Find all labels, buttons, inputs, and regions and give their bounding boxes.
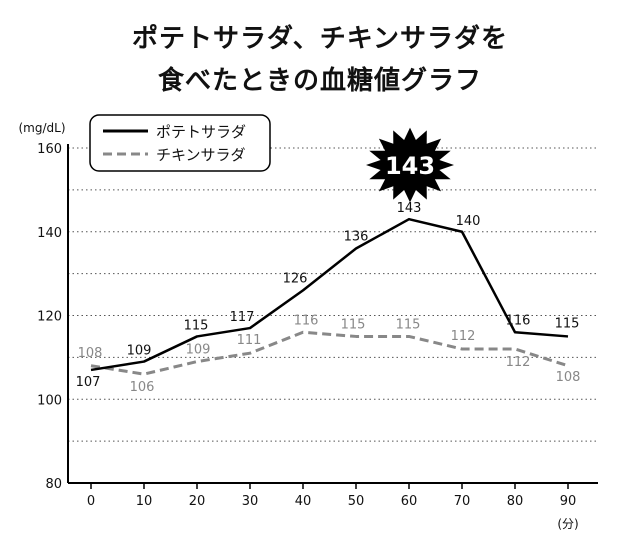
x-tick-label: 20 bbox=[189, 494, 206, 509]
x-tick-label: 30 bbox=[242, 494, 259, 509]
data-label-chicken: 108 bbox=[556, 370, 581, 385]
data-label-chicken: 108 bbox=[78, 346, 103, 361]
data-label-potato: 117 bbox=[230, 310, 255, 325]
x-unit-label: (分) bbox=[557, 517, 578, 531]
chart-title-line-1: ポテトサラダ、チキンサラダを bbox=[132, 24, 508, 54]
legend-label-chicken: チキンサラダ bbox=[156, 146, 246, 164]
peak-badge: 143 bbox=[366, 127, 454, 203]
y-tick-label: 80 bbox=[45, 477, 62, 492]
y-tick-label: 160 bbox=[37, 142, 62, 157]
data-label-chicken: 109 bbox=[186, 343, 211, 358]
data-label-potato: 126 bbox=[283, 271, 308, 286]
data-label-chicken: 112 bbox=[506, 355, 531, 370]
y-unit-label: (mg/dL) bbox=[18, 121, 65, 135]
data-label-chicken: 112 bbox=[451, 329, 476, 344]
y-tick-label: 140 bbox=[37, 226, 62, 241]
data-label-potato: 140 bbox=[456, 214, 481, 229]
data-label-chicken: 106 bbox=[130, 380, 155, 395]
x-tick-label: 60 bbox=[401, 494, 418, 509]
data-label-potato: 107 bbox=[76, 375, 101, 390]
starburst-shape bbox=[366, 127, 454, 203]
data-label-chicken: 116 bbox=[294, 313, 319, 328]
data-label-potato: 136 bbox=[344, 230, 369, 245]
data-label-chicken: 111 bbox=[237, 333, 262, 348]
series-line-potato-salad bbox=[90, 217, 569, 372]
data-label-potato: 109 bbox=[127, 344, 152, 359]
data-label-potato: 115 bbox=[555, 316, 580, 331]
x-tick-label: 10 bbox=[136, 494, 153, 509]
y-tick-label: 120 bbox=[37, 310, 62, 325]
chart-title-line-2: 食べたときの血糖値グラフ bbox=[157, 66, 482, 96]
x-tick-label: 50 bbox=[348, 494, 365, 509]
x-tick-label: 90 bbox=[560, 494, 577, 509]
x-tick-label: 80 bbox=[507, 494, 524, 509]
legend-box bbox=[89, 114, 271, 172]
data-labels: 107 109 115 117 126 136 143 140 116 115 108 106 109 1… bbox=[76, 201, 581, 395]
data-label-potato: 143 bbox=[397, 201, 422, 216]
y-tick-label: 100 bbox=[37, 393, 62, 408]
series-lines bbox=[90, 217, 569, 376]
grid-lines bbox=[68, 147, 598, 442]
peak-badge-label: 143 bbox=[385, 152, 435, 180]
tick-labels: 80 100 120 140 160 0 10 20 30 40 50 60 70 80 90 (mg/dL)… bbox=[18, 121, 578, 531]
axes bbox=[67, 144, 598, 484]
data-label-chicken: 115 bbox=[396, 317, 421, 332]
data-label-potato: 115 bbox=[184, 318, 209, 333]
data-label-potato: 116 bbox=[506, 313, 531, 328]
x-tick-label: 40 bbox=[295, 494, 312, 509]
data-label-chicken: 115 bbox=[341, 317, 366, 332]
x-tick-label: 70 bbox=[454, 494, 471, 509]
series-line-chicken-salad bbox=[90, 330, 569, 376]
x-tick-label: 0 bbox=[87, 494, 95, 509]
legend-label-potato: ポテトサラダ bbox=[156, 123, 246, 141]
